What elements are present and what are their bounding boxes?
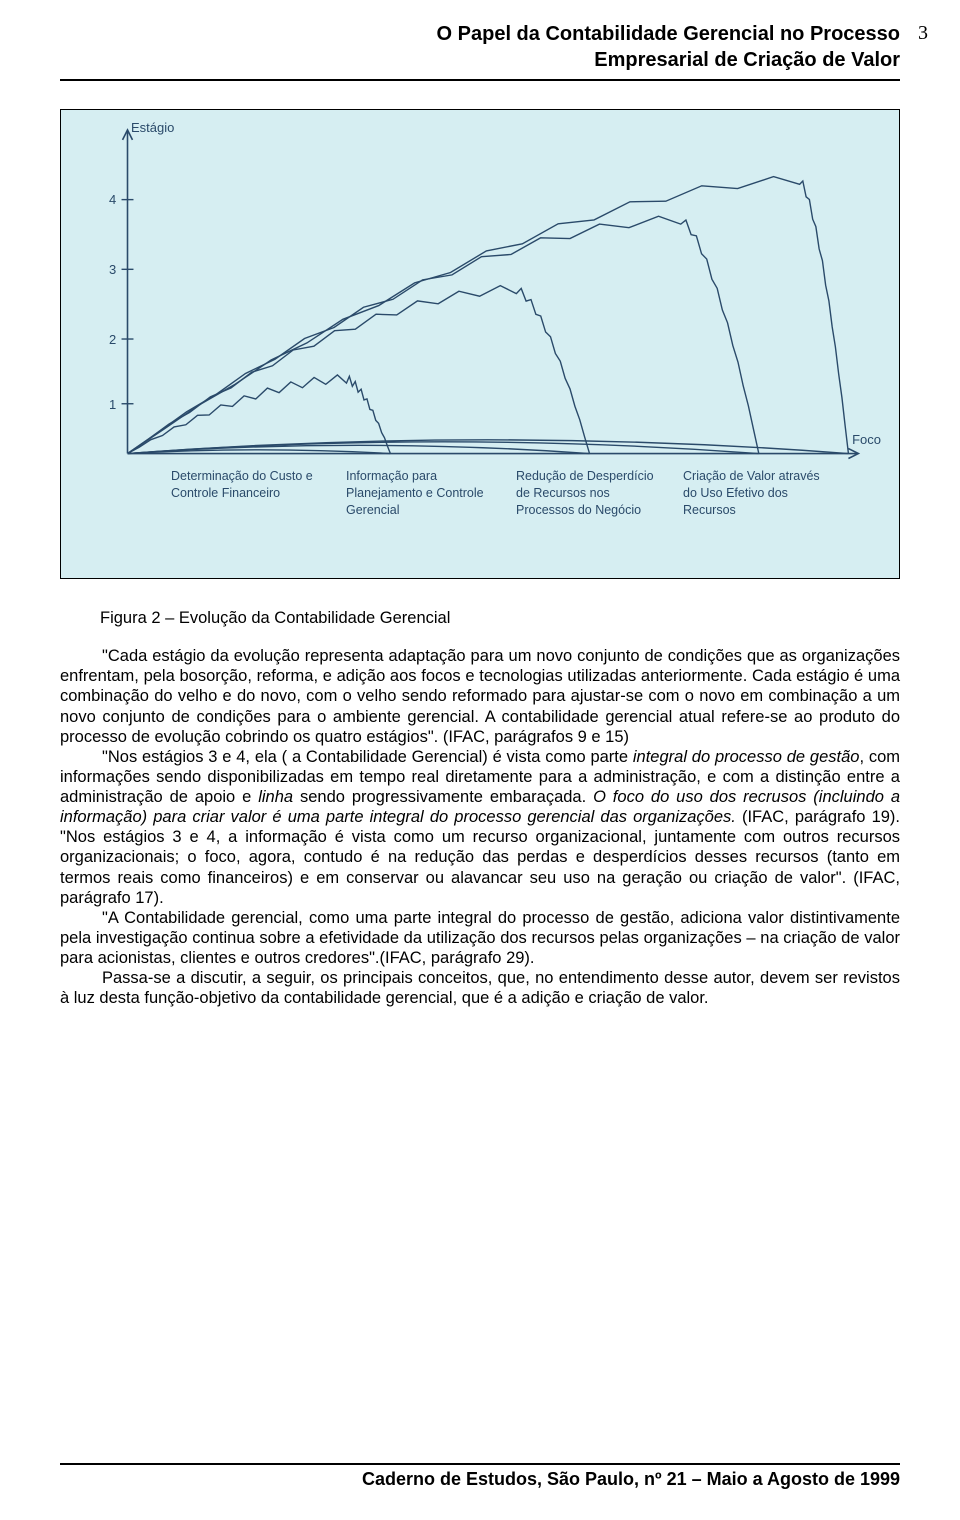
x-category-label: Redução de Desperdício de Recursos nos P…: [516, 468, 666, 519]
x-category-label: Criação de Valor através do Uso Efetivo …: [683, 468, 833, 519]
x-category-label: Informação para Planejamento e Controle …: [346, 468, 496, 519]
y-tick-label: 2: [109, 332, 116, 347]
page-footer: Caderno de Estudos, São Paulo, nº 21 – M…: [60, 1463, 900, 1490]
p2-part-d: linha: [258, 788, 293, 806]
p2-part-a: "Nos estágios 3 e 4, ela ( a Contabilida…: [102, 748, 633, 766]
paragraph-1: "Cada estágio da evolução representa ada…: [60, 646, 900, 747]
y-tick-label: 1: [109, 397, 116, 412]
y-axis-label: Estágio: [131, 120, 174, 135]
figure-container: Estágio Foco 1 2 3 4 Determinação do Custo …: [60, 109, 900, 579]
header-title-block: O Papel da Contabilidade Gerencial no Pr…: [437, 22, 900, 73]
x-category-label: Determinação do Custo e Controle Finance…: [171, 468, 321, 502]
paragraph-4: Passa-se a discutir, a seguir, os princi…: [60, 968, 900, 1008]
header-title-line1: O Papel da Contabilidade Gerencial no Pr…: [437, 23, 900, 45]
paragraph-2: "Nos estágios 3 e 4, ela ( a Contabilida…: [60, 747, 900, 908]
paragraph-3: "A Contabilidade gerencial, como uma par…: [60, 908, 900, 968]
page-header: O Papel da Contabilidade Gerencial no Pr…: [60, 0, 900, 81]
y-tick-label: 4: [109, 192, 116, 207]
header-title-line2: Empresarial de Criação de Valor: [594, 49, 900, 71]
y-tick-label: 3: [109, 262, 116, 277]
p2-part-e: sendo progressivamente embaraçada.: [293, 788, 593, 806]
figure-caption: Figura 2 – Evolução da Contabilidade Ger…: [100, 609, 900, 628]
x-axis-label: Foco: [852, 432, 881, 447]
page-number: 3: [918, 22, 928, 45]
body-text: "Cada estágio da evolução representa ada…: [60, 646, 900, 1008]
p2-part-b: integral do processo de gestão: [633, 748, 860, 766]
